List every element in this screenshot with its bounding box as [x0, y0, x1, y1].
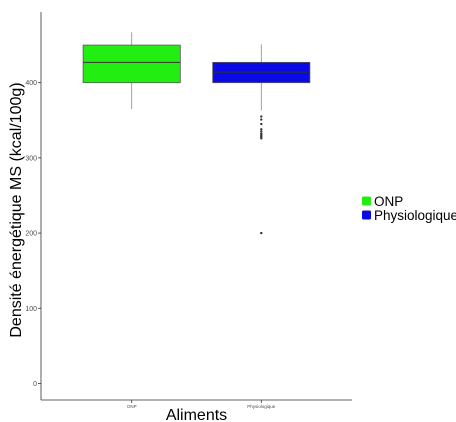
y-tick-label: 400: [25, 80, 37, 87]
x-tick-label: Physiologique: [247, 404, 276, 409]
outlier-point: [260, 231, 263, 235]
legend-label: Physiologique: [374, 208, 456, 223]
legend-label: ONP: [374, 194, 403, 209]
outlier-point: [260, 137, 263, 140]
x-axis-ticks: ONP Physiologique: [127, 400, 276, 409]
y-axis-ticks: 0 100 200 300 400: [25, 80, 41, 388]
y-axis-title: Densité énergétique MS (kcal/100g): [8, 82, 25, 337]
y-tick-label: 200: [25, 231, 37, 238]
outlier-point: [260, 130, 263, 133]
box-onp: [82, 44, 181, 84]
legend-swatch: [362, 210, 371, 220]
y-tick-label: 300: [25, 155, 37, 162]
outlier-point: [260, 118, 263, 121]
y-tick-label: 0: [33, 381, 37, 388]
outlier-point: [260, 128, 263, 131]
x-axis-title: Aliments: [166, 407, 227, 422]
outlier-point: [260, 122, 263, 126]
legend-swatch: [362, 196, 371, 206]
x-tick-label: ONP: [127, 404, 137, 409]
outlier-point: [260, 115, 263, 118]
y-tick-label: 100: [25, 306, 37, 313]
plot-area: [82, 32, 311, 235]
